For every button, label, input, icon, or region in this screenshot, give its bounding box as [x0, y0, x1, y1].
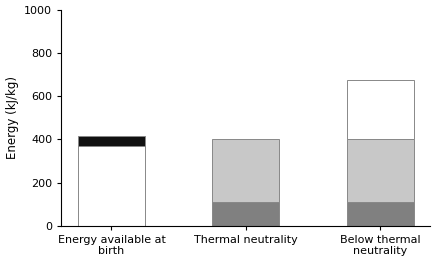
Bar — [212, 139, 279, 202]
Bar — [78, 136, 145, 146]
Bar — [212, 202, 279, 226]
Bar — [78, 146, 145, 226]
Y-axis label: Energy (kJ/kg): Energy (kJ/kg) — [6, 76, 19, 159]
Bar — [347, 202, 414, 226]
Bar — [347, 139, 414, 202]
Bar — [347, 80, 414, 139]
